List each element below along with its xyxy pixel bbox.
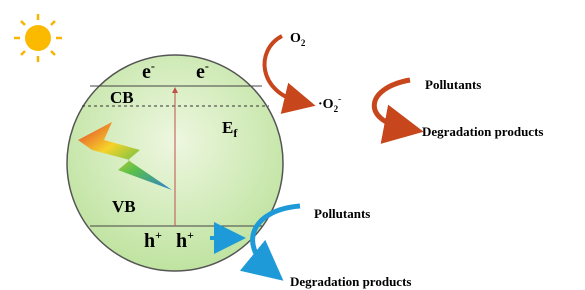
diagram: e- e- CB Ef VB h+ h+ O2 ·O2- Pollutants … <box>0 0 585 290</box>
electron-symbol: e <box>196 61 205 83</box>
fermi-symbol: E <box>222 118 233 137</box>
electron-symbol: e <box>142 61 151 83</box>
pollutants-label: Pollutants <box>425 77 481 92</box>
hole-charge: + <box>155 228 162 242</box>
reduction-degradation-arrow <box>374 80 410 128</box>
oxygen-sub: 2 <box>301 38 306 48</box>
electron-charge: - <box>151 59 155 73</box>
pollutants-label: Pollutants <box>314 206 370 221</box>
oxygen-symbol: O <box>290 31 301 46</box>
superoxide-charge: - <box>338 94 341 104</box>
cb-label: CB <box>110 88 134 107</box>
vb-label: VB <box>112 197 136 216</box>
superoxide-sub: 2 <box>334 104 339 114</box>
hole-symbol: h <box>176 230 187 252</box>
superoxide-symbol: ·O <box>318 97 334 112</box>
sun <box>14 14 62 62</box>
oxygen-label: O2 <box>290 31 306 48</box>
hole-charge: + <box>187 228 194 242</box>
electron-charge: - <box>205 59 209 73</box>
superoxide-label: ·O2- <box>318 94 341 114</box>
hole-symbol: h <box>144 230 155 252</box>
products-label: Degradation products <box>422 124 543 139</box>
products-label: Degradation products <box>290 274 411 289</box>
